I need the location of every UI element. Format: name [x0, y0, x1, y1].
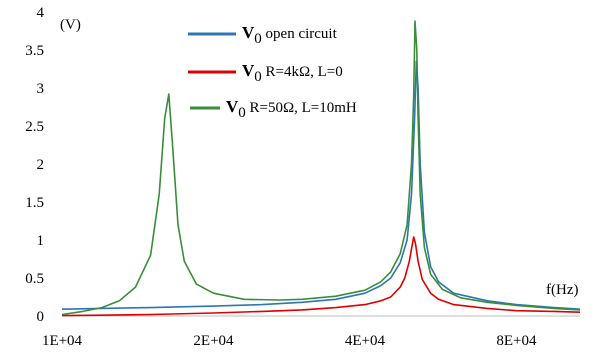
y-tick-label: 1.5 [25, 195, 44, 211]
x-tick-label: 1E+04 [42, 333, 83, 349]
y-tick-label: 4 [37, 5, 45, 21]
x-tick-label: 2E+04 [193, 333, 234, 349]
legend-label-2: V0 R=4kΩ, L=0 [242, 61, 343, 85]
legend-label-3: V0 R=50Ω, L=10mH [226, 97, 357, 121]
series-line-2 [61, 236, 581, 317]
y-tick-label: 1 [37, 233, 45, 249]
legend: V0 open circuit V0 R=4kΩ, L=0 V0 R=50Ω, L=… [188, 23, 357, 121]
series-line-3 [61, 20, 581, 316]
y-tick-label: 0 [37, 309, 45, 325]
y-tick-label: 0.5 [25, 271, 44, 287]
x-axis: 1E+04 2E+04 4E+04 8E+04 [42, 333, 537, 349]
y-tick-label: 2.5 [25, 119, 44, 135]
plot-area [61, 20, 581, 317]
x-tick-label: 4E+04 [345, 333, 386, 349]
y-axis-label: (V) [60, 17, 81, 33]
y-axis: 0 0.5 1 1.5 2 2.5 3 3.5 4 [25, 5, 44, 325]
series-line-1 [61, 60, 581, 310]
y-tick-label: 3 [37, 81, 45, 97]
legend-label-1: V0 open circuit [242, 23, 338, 47]
y-tick-label: 2 [37, 157, 45, 173]
y-tick-label: 3.5 [25, 43, 44, 59]
x-tick-label: 8E+04 [496, 333, 537, 349]
x-axis-label: f(Hz) [546, 282, 578, 298]
